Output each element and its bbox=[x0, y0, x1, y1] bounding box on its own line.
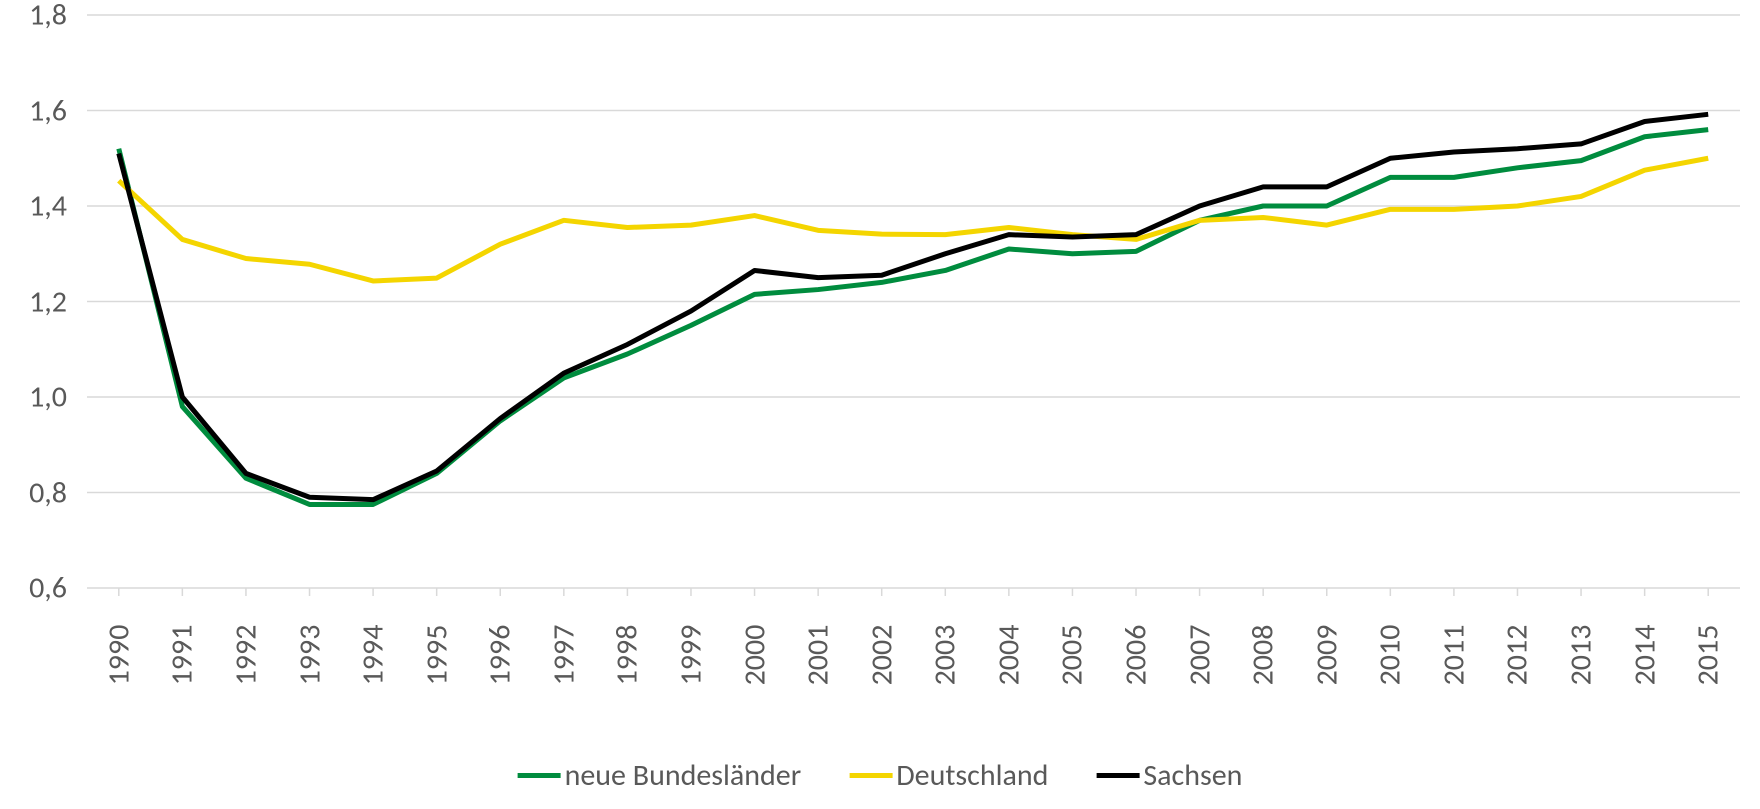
legend-item: Deutschland bbox=[849, 757, 1048, 794]
x-tick-label: 2010 bbox=[1372, 625, 1409, 686]
x-tick-label: 2015 bbox=[1690, 625, 1727, 686]
legend-label: Sachsen bbox=[1143, 757, 1242, 794]
x-tick-label: 1992 bbox=[227, 625, 264, 686]
series-line bbox=[119, 114, 1708, 499]
x-tick-label: 2011 bbox=[1435, 625, 1472, 686]
x-tick-label: 2014 bbox=[1626, 625, 1663, 686]
x-tick-label: 2012 bbox=[1499, 625, 1536, 686]
legend-swatch bbox=[1096, 773, 1139, 778]
y-tick-label: 0,6 bbox=[29, 570, 67, 607]
x-tick-label: 1999 bbox=[672, 625, 709, 686]
legend-swatch bbox=[849, 773, 892, 778]
y-tick-label: 1,4 bbox=[29, 188, 67, 225]
x-tick-label: 1998 bbox=[609, 625, 646, 686]
x-tick-label: 2003 bbox=[927, 625, 964, 686]
legend-swatch bbox=[518, 773, 561, 778]
legend-label: Deutschland bbox=[896, 757, 1048, 794]
x-tick-label: 2013 bbox=[1563, 625, 1600, 686]
y-tick-label: 1,6 bbox=[29, 92, 67, 129]
legend: neue Bundesländer Deutschland Sachsen bbox=[518, 757, 1243, 794]
x-tick-label: 2001 bbox=[800, 625, 837, 686]
x-tick-label: 1991 bbox=[164, 625, 201, 686]
legend-label: neue Bundesländer bbox=[565, 757, 802, 794]
x-tick-label: 1993 bbox=[291, 625, 328, 686]
x-tick-label: 2000 bbox=[736, 625, 773, 686]
x-tick-label: 1996 bbox=[482, 625, 519, 686]
y-tick-label: 0,8 bbox=[29, 474, 67, 511]
line-chart: 0,6 0,8 1,0 1,2 1,4 1,6 1,8 1990 1991 1992 1993 19… bbox=[0, 0, 1760, 809]
x-tick-label: 1994 bbox=[355, 625, 392, 686]
x-tick-label: 2007 bbox=[1181, 625, 1218, 686]
legend-item: Sachsen bbox=[1096, 757, 1242, 794]
series-line bbox=[119, 130, 1708, 505]
x-tick-label: 2009 bbox=[1308, 625, 1345, 686]
x-tick-label: 2004 bbox=[990, 625, 1027, 686]
x-tick-label: 2002 bbox=[863, 625, 900, 686]
legend-item: neue Bundesländer bbox=[518, 757, 802, 794]
chart-svg bbox=[0, 0, 1760, 809]
y-tick-label: 1,0 bbox=[29, 379, 67, 416]
y-tick-label: 1,2 bbox=[29, 283, 67, 320]
x-tick-label: 1995 bbox=[418, 625, 455, 686]
x-tick-label: 1990 bbox=[100, 625, 137, 686]
x-tick-label: 2008 bbox=[1245, 625, 1282, 686]
x-tick-label: 1997 bbox=[545, 625, 582, 686]
x-tick-label: 2005 bbox=[1054, 625, 1091, 686]
x-tick-label: 2006 bbox=[1118, 625, 1155, 686]
y-tick-label: 1,8 bbox=[29, 0, 67, 34]
